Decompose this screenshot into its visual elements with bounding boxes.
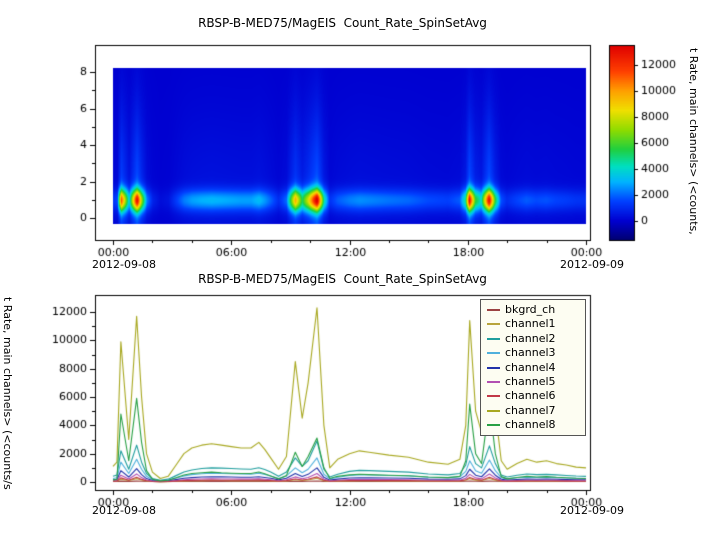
legend-swatch-icon: [487, 424, 500, 427]
bottom-y-axis-label: t Rate, main channels> (<counts/s: [1, 297, 14, 490]
legend-item-channel6: channel6: [487, 389, 581, 403]
legend-item-channel7: channel7: [487, 404, 581, 418]
colorbar-axis-label: t Rate, main channels> (<counts,: [687, 48, 700, 235]
legend-swatch-icon: [487, 337, 500, 340]
legend-item-channel4: channel4: [487, 361, 581, 375]
top-axis-start-date: 2012-09-08: [92, 258, 156, 271]
legend-item-bkgrd_ch: bkgrd_ch: [487, 303, 581, 317]
legend-item-channel1: channel1: [487, 317, 581, 331]
legend-item-channel5: channel5: [487, 375, 581, 389]
bottom-panel-title: RBSP-B-MED75/MagEIS Count_Rate_SpinSetAv…: [198, 272, 487, 286]
legend-item-channel3: channel3: [487, 346, 581, 360]
legend-swatch-icon: [487, 366, 500, 369]
legend-swatch-icon: [487, 323, 500, 326]
legend-label: channel2: [505, 331, 556, 345]
legend-label: bkgrd_ch: [505, 303, 556, 316]
top-panel-title: RBSP-B-MED75/MagEIS Count_Rate_SpinSetAv…: [198, 16, 487, 30]
legend-swatch-icon: [487, 380, 500, 383]
legend-label: channel8: [505, 418, 556, 432]
legend-label: channel3: [505, 346, 556, 360]
legend-label: channel5: [505, 374, 556, 388]
legend-swatch-icon: [487, 409, 500, 412]
legend-label: channel6: [505, 389, 556, 403]
legend-swatch-icon: [487, 352, 500, 355]
bottom-axis-end-date: 2012-09-09: [560, 504, 624, 517]
legend-item-channel2: channel2: [487, 332, 581, 346]
legend-label: channel1: [505, 317, 556, 331]
top-axis-end-date: 2012-09-09: [560, 258, 624, 271]
legend-label: channel4: [505, 360, 556, 374]
legend-label: channel7: [505, 403, 556, 417]
legend-swatch-icon: [487, 395, 500, 398]
legend-swatch-icon: [487, 309, 500, 311]
legend-item-channel8: channel8: [487, 418, 581, 432]
legend: bkgrd_ch channel1 channel2 channel3 channel4…: [480, 299, 586, 436]
bottom-axis-start-date: 2012-09-08: [92, 504, 156, 517]
